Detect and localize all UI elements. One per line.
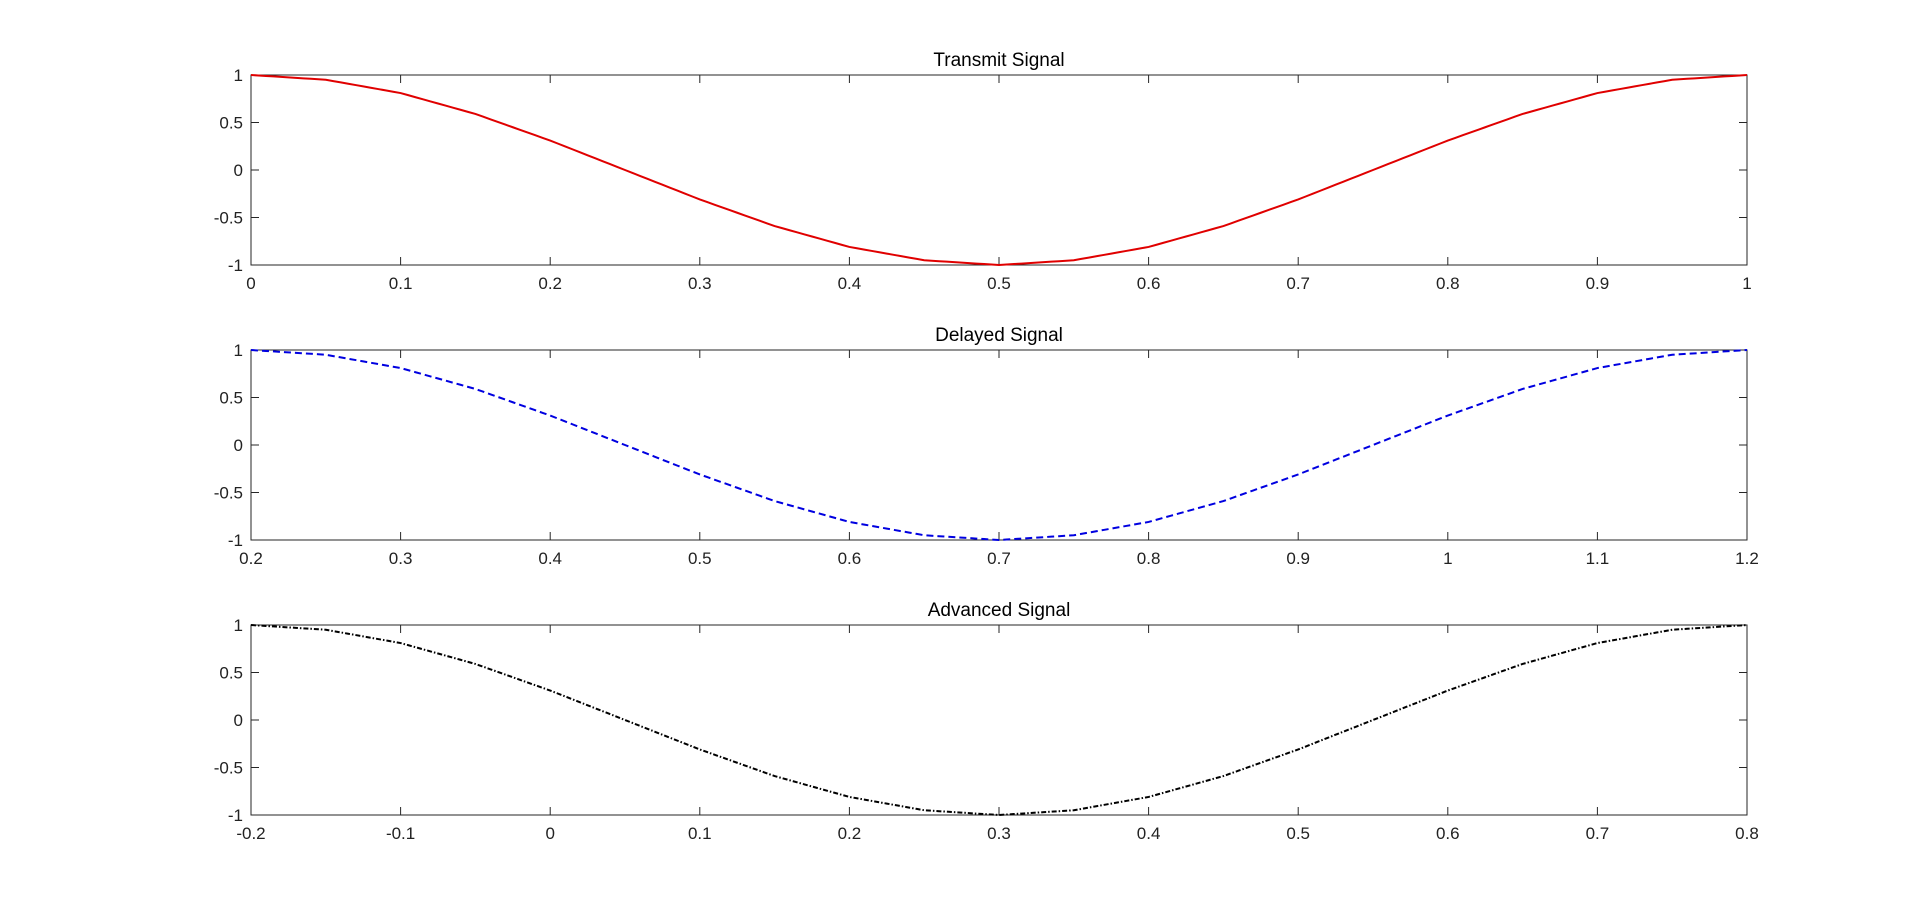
y-tick-label: 0 [234,711,243,730]
y-tick-label: 1 [234,616,243,635]
x-tick-label: 0.2 [838,824,862,843]
x-tick-label: 0.3 [987,824,1011,843]
x-tick-label: 0.7 [1286,274,1310,293]
y-tick-label: -1 [228,256,243,275]
x-tick-label: 0.7 [987,549,1011,568]
x-tick-label: 0.4 [838,274,862,293]
x-tick-label: 0.6 [1436,824,1460,843]
y-tick-label: 1 [234,341,243,360]
chart-title: Transmit Signal [933,50,1064,71]
y-tick-label: 0 [234,161,243,180]
y-tick-label: -1 [228,806,243,825]
x-tick-label: 0.9 [1286,549,1310,568]
x-tick-label: 0.3 [688,274,712,293]
x-tick-label: 0.7 [1586,824,1610,843]
chart-title: Advanced Signal [928,600,1071,621]
x-tick-label: 0.1 [688,824,712,843]
x-tick-label: 0.3 [389,549,413,568]
x-tick-label: 0.8 [1436,274,1460,293]
y-tick-label: -0.5 [214,759,243,778]
x-tick-label: 0.2 [538,274,562,293]
x-tick-label: 0.5 [688,549,712,568]
x-tick-label: 0.9 [1586,274,1610,293]
x-tick-label: 0.6 [1137,274,1161,293]
x-tick-label: 0.5 [1286,824,1310,843]
y-tick-label: -0.5 [214,209,243,228]
x-tick-label: 1 [1742,274,1751,293]
x-tick-label: 0 [545,824,554,843]
x-tick-label: 0.4 [1137,824,1161,843]
y-tick-label: -1 [228,531,243,550]
x-tick-label: 1 [1443,549,1452,568]
y-tick-label: 0.5 [219,664,243,683]
x-tick-label: 0 [246,274,255,293]
x-tick-label: -0.2 [236,824,265,843]
y-tick-label: 0 [234,436,243,455]
y-tick-label: 1 [234,66,243,85]
x-tick-label: 0.4 [538,549,562,568]
x-tick-label: 0.8 [1137,549,1161,568]
x-tick-label: 1.2 [1735,549,1759,568]
x-tick-label: 0.5 [987,274,1011,293]
x-tick-label: 0.8 [1735,824,1759,843]
x-tick-label: -0.1 [386,824,415,843]
y-tick-label: 0.5 [219,114,243,133]
x-tick-label: 0.1 [389,274,413,293]
x-tick-label: 1.1 [1586,549,1610,568]
y-tick-label: 0.5 [219,389,243,408]
y-tick-label: -0.5 [214,484,243,503]
chart-title: Delayed Signal [935,325,1063,346]
x-tick-label: 0.6 [838,549,862,568]
x-tick-label: 0.2 [239,549,263,568]
